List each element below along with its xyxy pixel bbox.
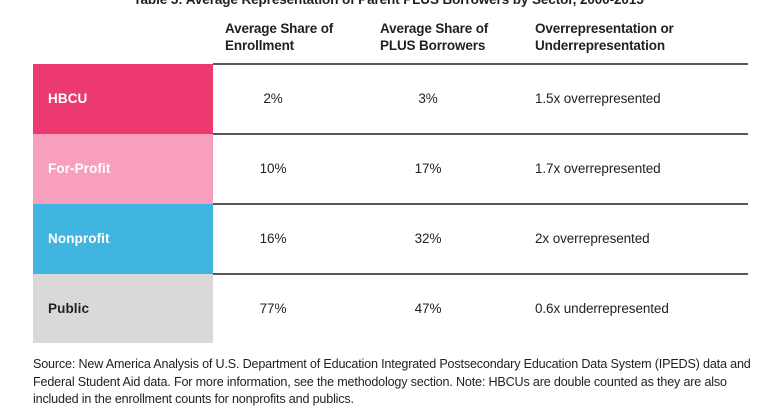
table-container: Average Share of Enrollment Average Shar… xyxy=(33,20,748,343)
table-header: Average Share of Enrollment Average Shar… xyxy=(33,20,748,65)
table-row: Public 77% 47% 0.6x underrepresented xyxy=(33,274,748,343)
row-label-for-profit: For-Profit xyxy=(33,134,213,204)
column-header-plus-line2: PLUS Borrowers xyxy=(380,38,486,53)
column-header-representation-line2: Underrepresentation xyxy=(535,38,665,53)
row-label-public: Public xyxy=(33,274,213,343)
row-label-nonprofit: Nonprofit xyxy=(33,204,213,274)
representation-table: Average Share of Enrollment Average Shar… xyxy=(33,20,748,343)
table-title: Table 5: Average Representation of Paren… xyxy=(0,0,777,9)
table-row: Nonprofit 16% 32% 2x overrepresented xyxy=(33,204,748,275)
table-title-clip: Table 5: Average Representation of Paren… xyxy=(0,0,777,11)
cell-hbcu-enrollment: 2% xyxy=(213,64,368,135)
cell-for-profit-plus-borrowers: 17% xyxy=(368,134,523,205)
table-row: For-Profit 10% 17% 1.7x overrepresented xyxy=(33,134,748,205)
cell-nonprofit-representation: 2x overrepresented xyxy=(523,204,748,275)
source-note: Source: New America Analysis of U.S. Dep… xyxy=(33,357,751,406)
column-header-sector xyxy=(33,20,213,64)
column-header-enrollment-line2: Enrollment xyxy=(225,38,295,53)
column-header-representation: Overrepresentation or Underrepresentatio… xyxy=(523,20,748,65)
column-header-plus-line1: Average Share of xyxy=(380,21,489,36)
column-header-enrollment-line1: Average Share of xyxy=(225,21,334,36)
header-row: Average Share of Enrollment Average Shar… xyxy=(33,20,748,65)
cell-nonprofit-enrollment: 16% xyxy=(213,204,368,275)
row-label-hbcu: HBCU xyxy=(33,64,213,134)
table-body: HBCU 2% 3% 1.5x overrepresented For-Prof… xyxy=(33,64,748,343)
cell-public-enrollment: 77% xyxy=(213,274,368,343)
cell-public-representation: 0.6x underrepresented xyxy=(523,274,748,343)
cell-nonprofit-plus-borrowers: 32% xyxy=(368,204,523,275)
column-header-representation-line1: Overrepresentation or xyxy=(535,21,674,36)
column-header-plus-borrowers: Average Share of PLUS Borrowers xyxy=(368,20,523,65)
column-header-enrollment: Average Share of Enrollment xyxy=(213,20,368,65)
cell-public-plus-borrowers: 47% xyxy=(368,274,523,343)
cell-hbcu-representation: 1.5x overrepresented xyxy=(523,64,748,135)
cell-for-profit-representation: 1.7x overrepresented xyxy=(523,134,748,205)
cell-for-profit-enrollment: 10% xyxy=(213,134,368,205)
cell-hbcu-plus-borrowers: 3% xyxy=(368,64,523,135)
table-row: HBCU 2% 3% 1.5x overrepresented xyxy=(33,64,748,135)
